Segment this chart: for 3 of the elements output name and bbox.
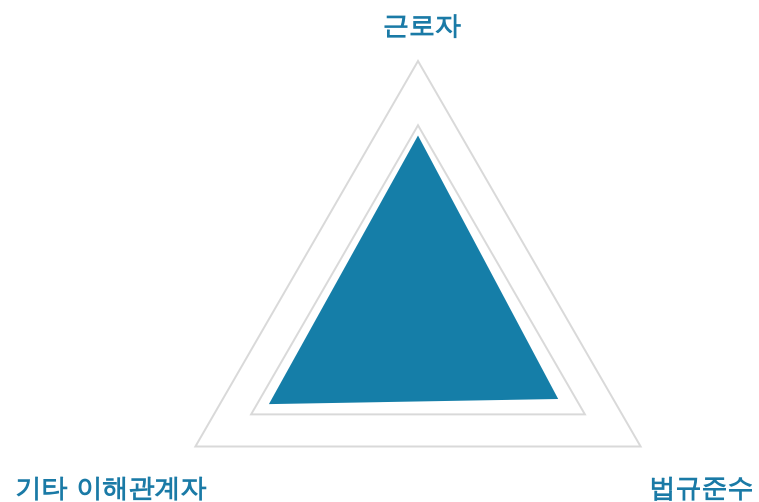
spoke-label: 근로자 [383,11,461,41]
spoke-label: 기타 이해관계자 [15,474,206,502]
spoke-label: 법규준수 [650,474,754,502]
